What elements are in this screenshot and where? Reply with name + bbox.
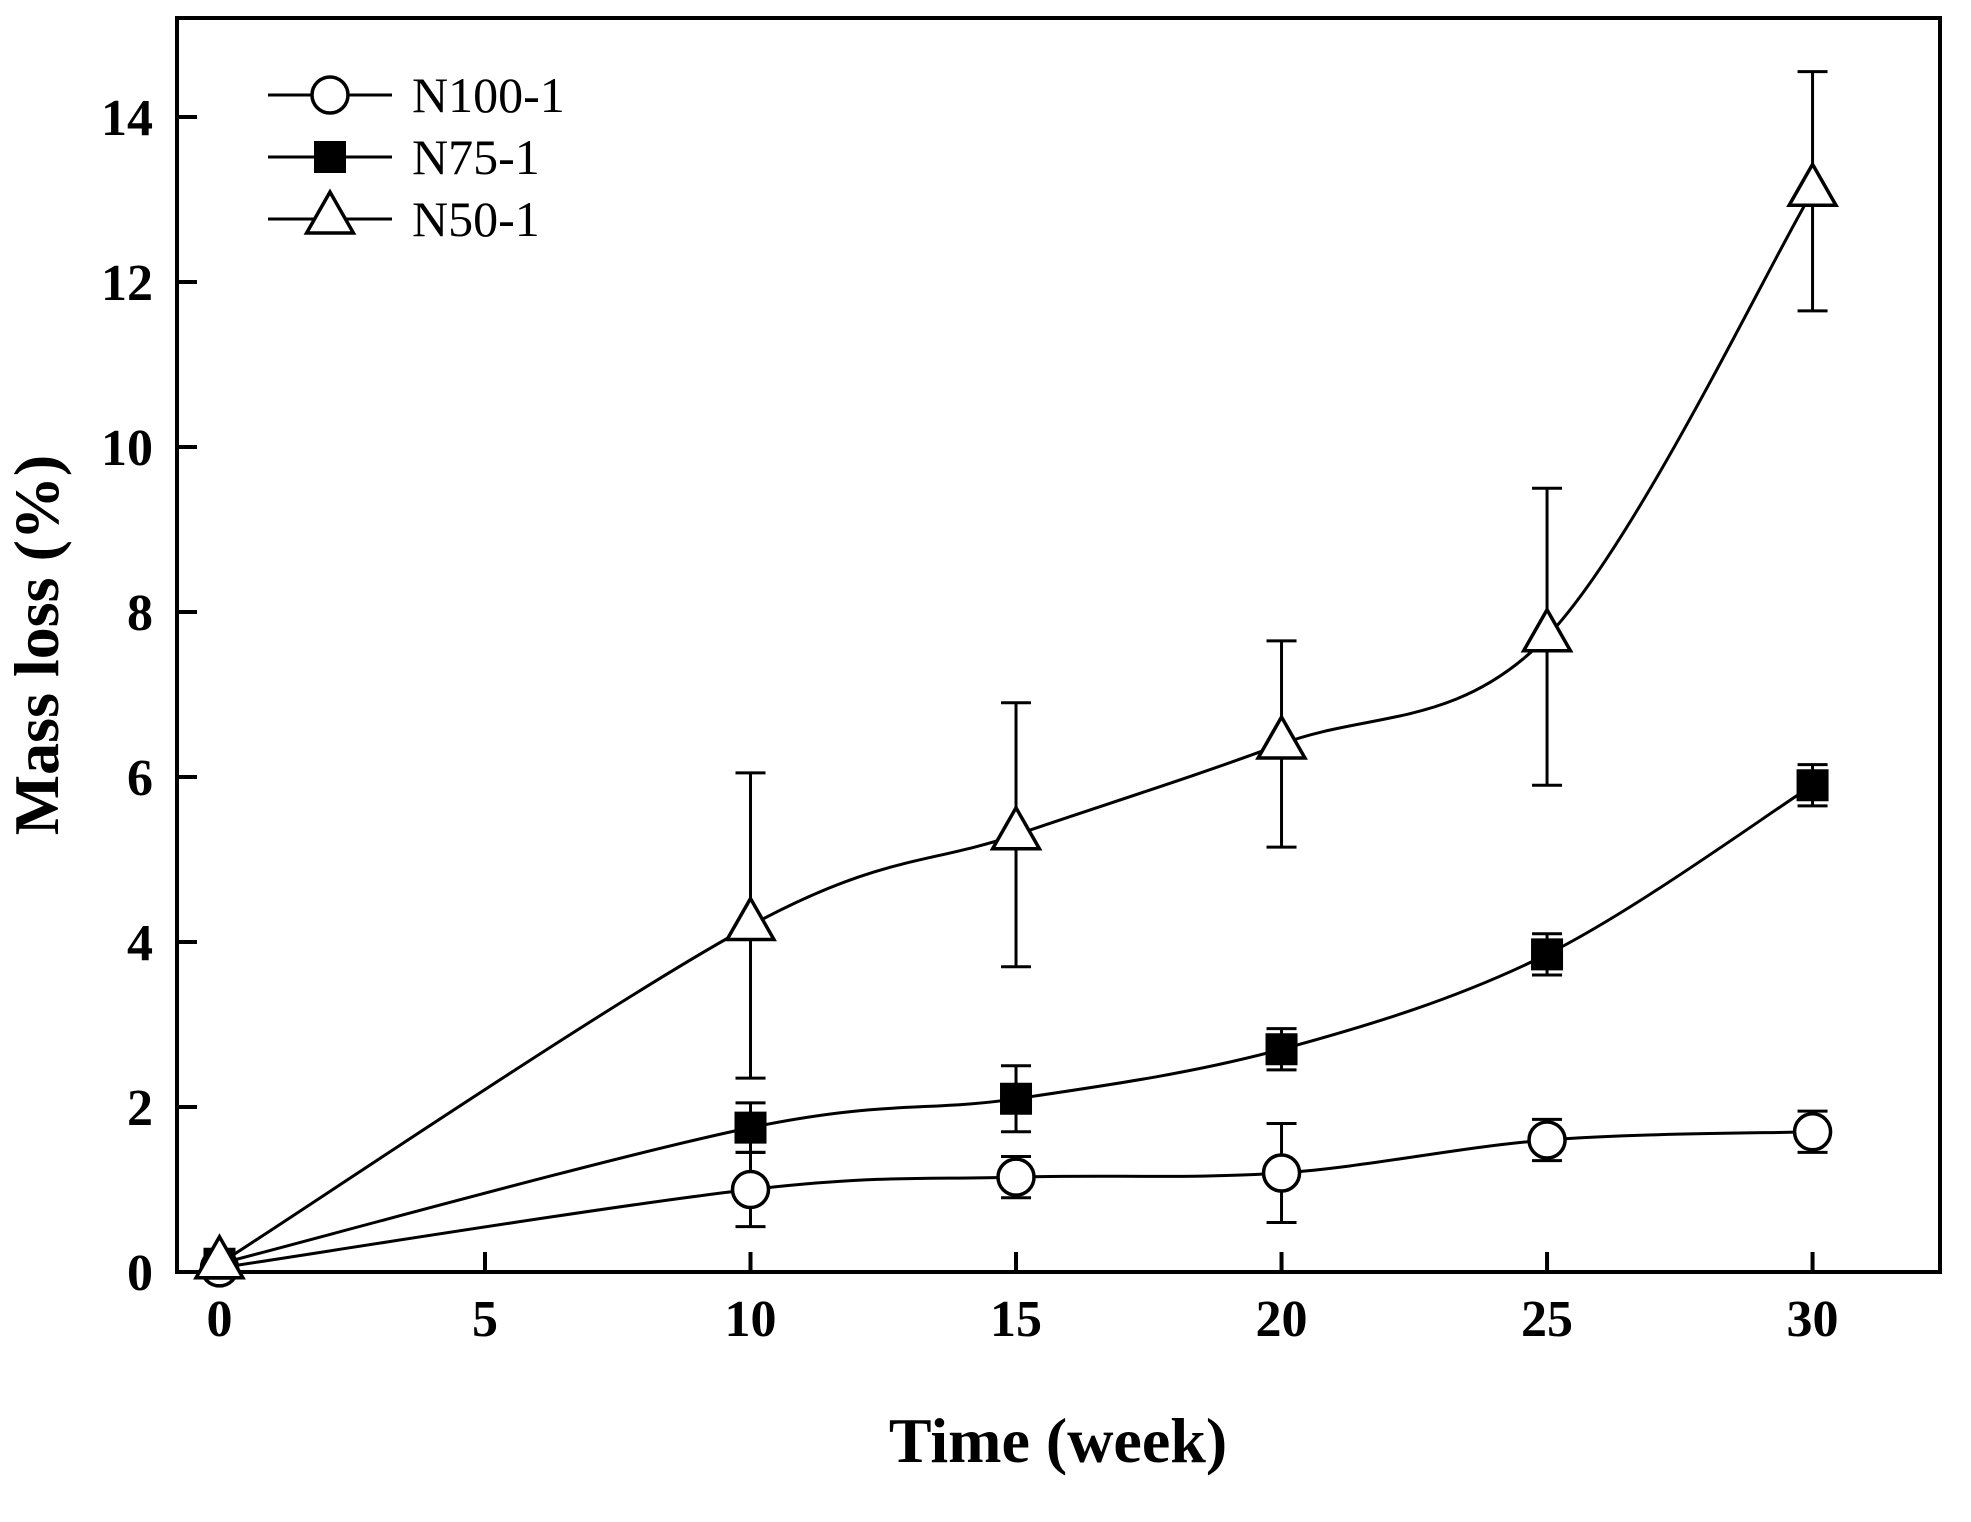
marker-N75-1 — [1000, 1082, 1033, 1115]
x-tick-label: 10 — [725, 1291, 777, 1348]
legend-label-N75-1: N75-1 — [412, 129, 540, 185]
marker-N50-1 — [1255, 713, 1308, 760]
marker-N50-1 — [193, 1233, 246, 1280]
x-tick-label: 5 — [472, 1291, 498, 1348]
marker-N50-1 — [1786, 160, 1839, 207]
marker-N100-1 — [1792, 1112, 1833, 1152]
series-line-N50-1 — [218, 190, 1814, 1266]
legend-label-N50-1: N50-1 — [412, 191, 540, 247]
series-line-N75-1 — [219, 784, 1814, 1266]
marker-N50-1 — [724, 894, 777, 942]
x-tick-label: 30 — [1787, 1291, 1839, 1348]
x-tick-label: 20 — [1256, 1291, 1308, 1348]
y-tick-label: 4 — [127, 915, 153, 972]
marker-N75-1 — [1796, 769, 1829, 802]
y-tick-label: 6 — [127, 750, 153, 807]
y-tick-label: 10 — [101, 420, 153, 477]
marker-N75-1 — [734, 1111, 767, 1144]
y-tick-label: 14 — [101, 90, 153, 147]
marker-N50-1 — [989, 804, 1043, 851]
x-axis-label: Time (week) — [889, 1405, 1227, 1476]
y-axis-label: Mass loss (%) — [1, 455, 72, 835]
x-tick-label: 15 — [990, 1291, 1042, 1348]
legend-label-N100-1: N100-1 — [412, 67, 565, 123]
marker-N50-1 — [1520, 606, 1574, 653]
plot-frame — [175, 16, 1942, 1274]
marker-N75-1 — [1265, 1033, 1298, 1066]
y-tick-label: 2 — [127, 1080, 153, 1137]
y-tick-label: 12 — [101, 255, 153, 312]
y-tick-label: 8 — [127, 585, 153, 642]
marker-N100-1 — [730, 1169, 771, 1210]
x-tick-label: 25 — [1521, 1291, 1573, 1348]
chart-generated-layer: 0 5 10 15 20 25 30 0 2 4 6 8 10 12 14 N100-1 N75-1 N50-1 — [101, 16, 1942, 1348]
y-tick-label: 0 — [127, 1245, 153, 1302]
x-tick-label: 0 — [206, 1291, 232, 1348]
legend-marker-N50-1 — [303, 188, 357, 235]
marker-N100-1 — [996, 1157, 1036, 1197]
marker-N100-1 — [1261, 1153, 1302, 1193]
marker-N100-1 — [1527, 1120, 1567, 1160]
legend-marker-N100-1 — [310, 75, 350, 115]
marker-N75-1 — [1531, 938, 1564, 971]
legend-marker-N75-1 — [314, 141, 346, 173]
